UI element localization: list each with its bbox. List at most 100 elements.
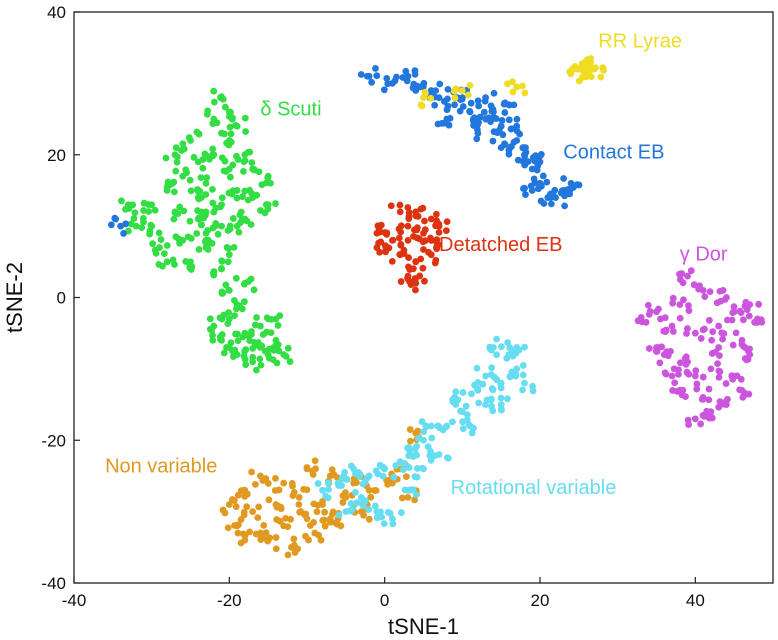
point-0-18-0 xyxy=(170,215,178,223)
y-tick-label-0: 40 xyxy=(47,3,66,22)
series-4 xyxy=(634,267,766,429)
point-6-16-2 xyxy=(335,482,343,489)
point-4-10-3 xyxy=(663,348,671,356)
point-5-13-4 xyxy=(224,524,232,532)
cluster-label-2: RR Lyrae xyxy=(598,31,682,53)
point-6-19-1 xyxy=(389,520,397,528)
point-3-2 xyxy=(427,215,435,223)
point-3-3-4 xyxy=(442,227,450,235)
point-1-23-3 xyxy=(520,185,527,192)
point-5-3-4 xyxy=(311,457,319,465)
point-5-19-2 xyxy=(234,529,242,537)
point-4-24-4 xyxy=(716,352,723,360)
point-5-2-4 xyxy=(288,480,296,487)
point-0-29-4 xyxy=(224,258,232,266)
point-3-7-3 xyxy=(376,248,384,256)
point-3-0 xyxy=(396,208,404,216)
point-3-2-2 xyxy=(421,217,428,225)
point-0-53-3 xyxy=(196,214,203,221)
point-0-2-0 xyxy=(227,130,235,138)
point-3-0-3 xyxy=(387,202,395,210)
point-5-15-1 xyxy=(287,515,294,523)
point-4-11-4 xyxy=(682,353,690,361)
point-1-11-0 xyxy=(539,172,547,180)
point-5-13-2 xyxy=(237,516,245,523)
point-0-25-2 xyxy=(130,215,138,222)
point-2-0-2 xyxy=(566,68,574,76)
point-6-6-1 xyxy=(462,402,470,410)
point-0-12-0 xyxy=(233,194,241,202)
point-0-36-4 xyxy=(210,271,218,279)
point-0-10-1 xyxy=(186,176,194,184)
point-6-19-2 xyxy=(398,509,405,516)
point-6-26-3 xyxy=(427,456,435,464)
point-4-1-4 xyxy=(695,285,703,293)
point-0-45-2 xyxy=(286,358,294,365)
cluster-label-0: δ Scuti xyxy=(260,98,321,120)
point-0-9-2 xyxy=(241,157,249,165)
point-5-9 xyxy=(295,493,303,501)
point-0-4-2 xyxy=(221,130,228,138)
point-1-7-2 xyxy=(495,126,503,134)
point-0-35-2 xyxy=(237,219,244,226)
point-5-10-1 xyxy=(321,508,329,516)
point-4-13-4 xyxy=(728,372,736,380)
point-4-16-3 xyxy=(693,385,701,393)
point-6-2-3 xyxy=(519,362,527,369)
y-tick-label-2: 0 xyxy=(57,289,66,308)
point-5-27-4 xyxy=(414,427,422,435)
point-1-28-2 xyxy=(122,220,130,228)
point-0-28-1 xyxy=(195,246,203,253)
point-6-27 xyxy=(319,486,326,494)
point-6-23-2 xyxy=(459,418,466,426)
point-4-17-3 xyxy=(720,400,728,408)
point-4-22-3 xyxy=(685,307,693,314)
point-1-9-3 xyxy=(514,156,522,164)
point-5-17-3 xyxy=(320,516,328,524)
point-4-26-4 xyxy=(675,370,682,378)
point-3-10-0 xyxy=(397,278,405,285)
point-6-17-0 xyxy=(353,499,361,507)
point-2-7-1 xyxy=(509,88,517,96)
point-1-7-1 xyxy=(490,128,498,136)
point-6-29-1 xyxy=(504,339,511,346)
point-0-33-4 xyxy=(193,128,201,136)
point-5-16-3 xyxy=(302,510,310,518)
point-0-23-2 xyxy=(155,229,163,237)
point-4-25-2 xyxy=(692,367,700,375)
point-0-31-4 xyxy=(188,263,196,271)
cluster-label-4: γ Dor xyxy=(680,243,728,265)
point-4-24-3 xyxy=(719,335,726,343)
point-0-18-4 xyxy=(171,209,179,217)
point-4-16-2 xyxy=(705,396,713,404)
point-3-8-2 xyxy=(400,246,408,254)
point-6-24 xyxy=(482,372,490,380)
point-3-13-1 xyxy=(420,246,427,253)
point-6-24-4 xyxy=(487,371,495,378)
point-3-8-0 xyxy=(405,254,412,261)
point-6-0-4 xyxy=(486,343,494,351)
y-tick-label-4: -40 xyxy=(41,574,66,593)
point-0-20 xyxy=(218,222,225,230)
point-6-2 xyxy=(513,365,521,373)
point-4-12-0 xyxy=(714,360,721,368)
point-4-7-4 xyxy=(720,330,728,337)
point-6-7-1 xyxy=(449,418,456,426)
point-4-1-1 xyxy=(690,281,698,289)
point-4-27-1 xyxy=(729,309,737,317)
point-0-34-3 xyxy=(173,158,181,166)
point-4-15-3 xyxy=(682,393,689,400)
point-1-20-3 xyxy=(501,140,508,148)
point-1-27-3 xyxy=(561,202,569,210)
point-5-27-2 xyxy=(406,437,414,445)
point-3-8-4 xyxy=(388,257,396,265)
point-1-15-0 xyxy=(458,95,466,103)
point-3-14 xyxy=(404,237,412,244)
point-6-18-1 xyxy=(377,508,384,516)
point-1-27-2 xyxy=(547,194,554,201)
point-2-6-2 xyxy=(452,85,460,93)
data-points xyxy=(107,55,766,559)
point-0-14-4 xyxy=(241,187,249,195)
point-5-7-1 xyxy=(243,503,251,511)
point-0-11-4 xyxy=(209,185,216,193)
